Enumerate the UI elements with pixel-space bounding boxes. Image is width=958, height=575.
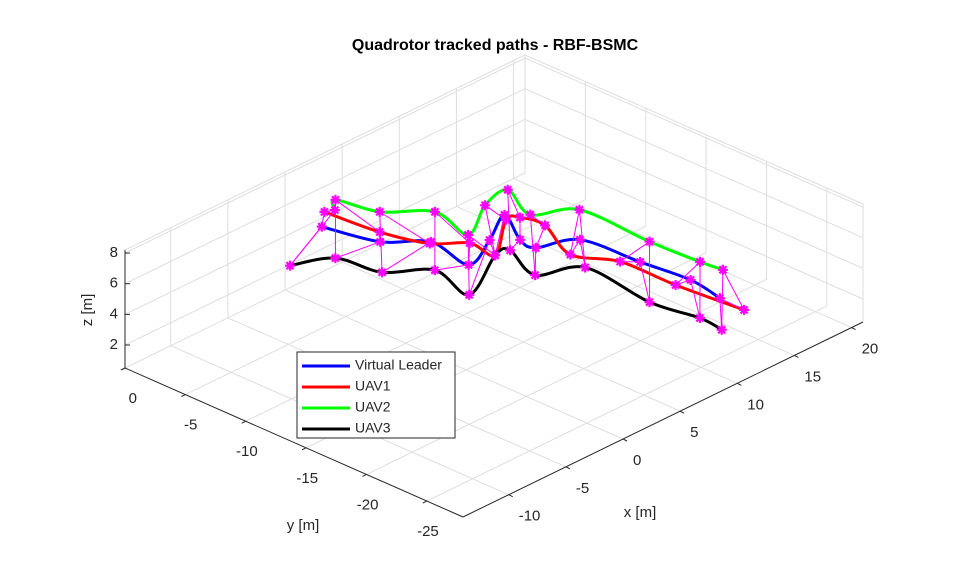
formation-marker — [501, 215, 511, 225]
formation-marker — [430, 207, 440, 217]
formation-marker — [377, 267, 387, 277]
z-tick-label: 4 — [110, 305, 118, 322]
legend-label: UAV3 — [355, 420, 391, 436]
formation-marker — [319, 207, 329, 217]
x-tick-label: 0 — [633, 452, 641, 469]
x-tick-label: 15 — [804, 368, 821, 385]
formation-marker — [285, 261, 295, 271]
formation-marker — [717, 325, 727, 335]
formation-marker — [530, 270, 540, 280]
x-tick-label: 20 — [862, 341, 879, 358]
formation-marker — [574, 205, 584, 215]
y-tick-label: -15 — [296, 470, 318, 487]
z-axis-label: z [m] — [79, 294, 96, 327]
chart-title: Quadrotor tracked paths - RBF-BSMC — [352, 37, 639, 54]
legend: Virtual Leader UAV1 UAV2 UAV3 — [297, 352, 455, 438]
formation-marker — [375, 207, 385, 217]
y-tick-label: -25 — [417, 523, 439, 540]
formation-marker — [505, 245, 515, 255]
formation-marker — [515, 212, 525, 222]
formation-marker — [695, 257, 705, 267]
formation-marker — [645, 237, 655, 247]
formation-marker — [515, 235, 525, 245]
formation-marker — [330, 253, 340, 263]
y-tick-label: 0 — [129, 390, 137, 407]
formation-marker — [463, 230, 473, 240]
formation-marker — [565, 250, 575, 260]
formation-marker — [465, 238, 475, 248]
formation-marker — [739, 305, 749, 315]
x-axis-label: x [m] — [624, 504, 657, 521]
formation-marker — [695, 313, 705, 323]
formation-marker — [540, 220, 550, 230]
formation-marker — [430, 265, 440, 275]
formation-marker — [715, 293, 725, 303]
formation-marker — [531, 243, 541, 253]
z-tick-label: 8 — [110, 244, 118, 261]
formation-marker — [635, 257, 645, 267]
z-tick-label: 6 — [110, 275, 118, 292]
y-tick-label: -5 — [184, 417, 197, 434]
z-tick-label: 2 — [110, 336, 118, 353]
formation-marker — [480, 200, 490, 210]
formation-marker — [464, 260, 474, 270]
formation-marker — [575, 235, 585, 245]
formation-marker — [490, 250, 500, 260]
formation-marker — [375, 227, 385, 237]
formation-marker — [718, 265, 728, 275]
formation-marker — [485, 235, 495, 245]
legend-label: Virtual Leader — [355, 357, 442, 373]
x-tick-label: 5 — [690, 424, 698, 441]
x-tick-label: 10 — [747, 396, 764, 413]
legend-label: UAV2 — [355, 399, 391, 415]
formation-marker — [317, 222, 327, 232]
formation-marker — [464, 290, 474, 300]
y-tick-label: -10 — [236, 443, 258, 460]
formation-marker — [330, 195, 340, 205]
formation-marker — [580, 262, 590, 272]
y-tick-label: -20 — [357, 496, 379, 513]
formation-marker — [375, 237, 385, 247]
x-tick-label: -10 — [519, 508, 541, 525]
x-tick-label: -5 — [576, 480, 589, 497]
legend-label: UAV1 — [355, 378, 391, 394]
formation-marker — [645, 297, 655, 307]
formation-marker — [330, 205, 340, 215]
y-axis-label: y [m] — [287, 517, 320, 534]
formation-marker — [615, 257, 625, 267]
formation-marker — [503, 185, 513, 195]
formation-marker — [686, 275, 696, 285]
formation-marker — [671, 280, 681, 290]
formation-marker — [525, 210, 535, 220]
formation-marker — [425, 238, 435, 248]
